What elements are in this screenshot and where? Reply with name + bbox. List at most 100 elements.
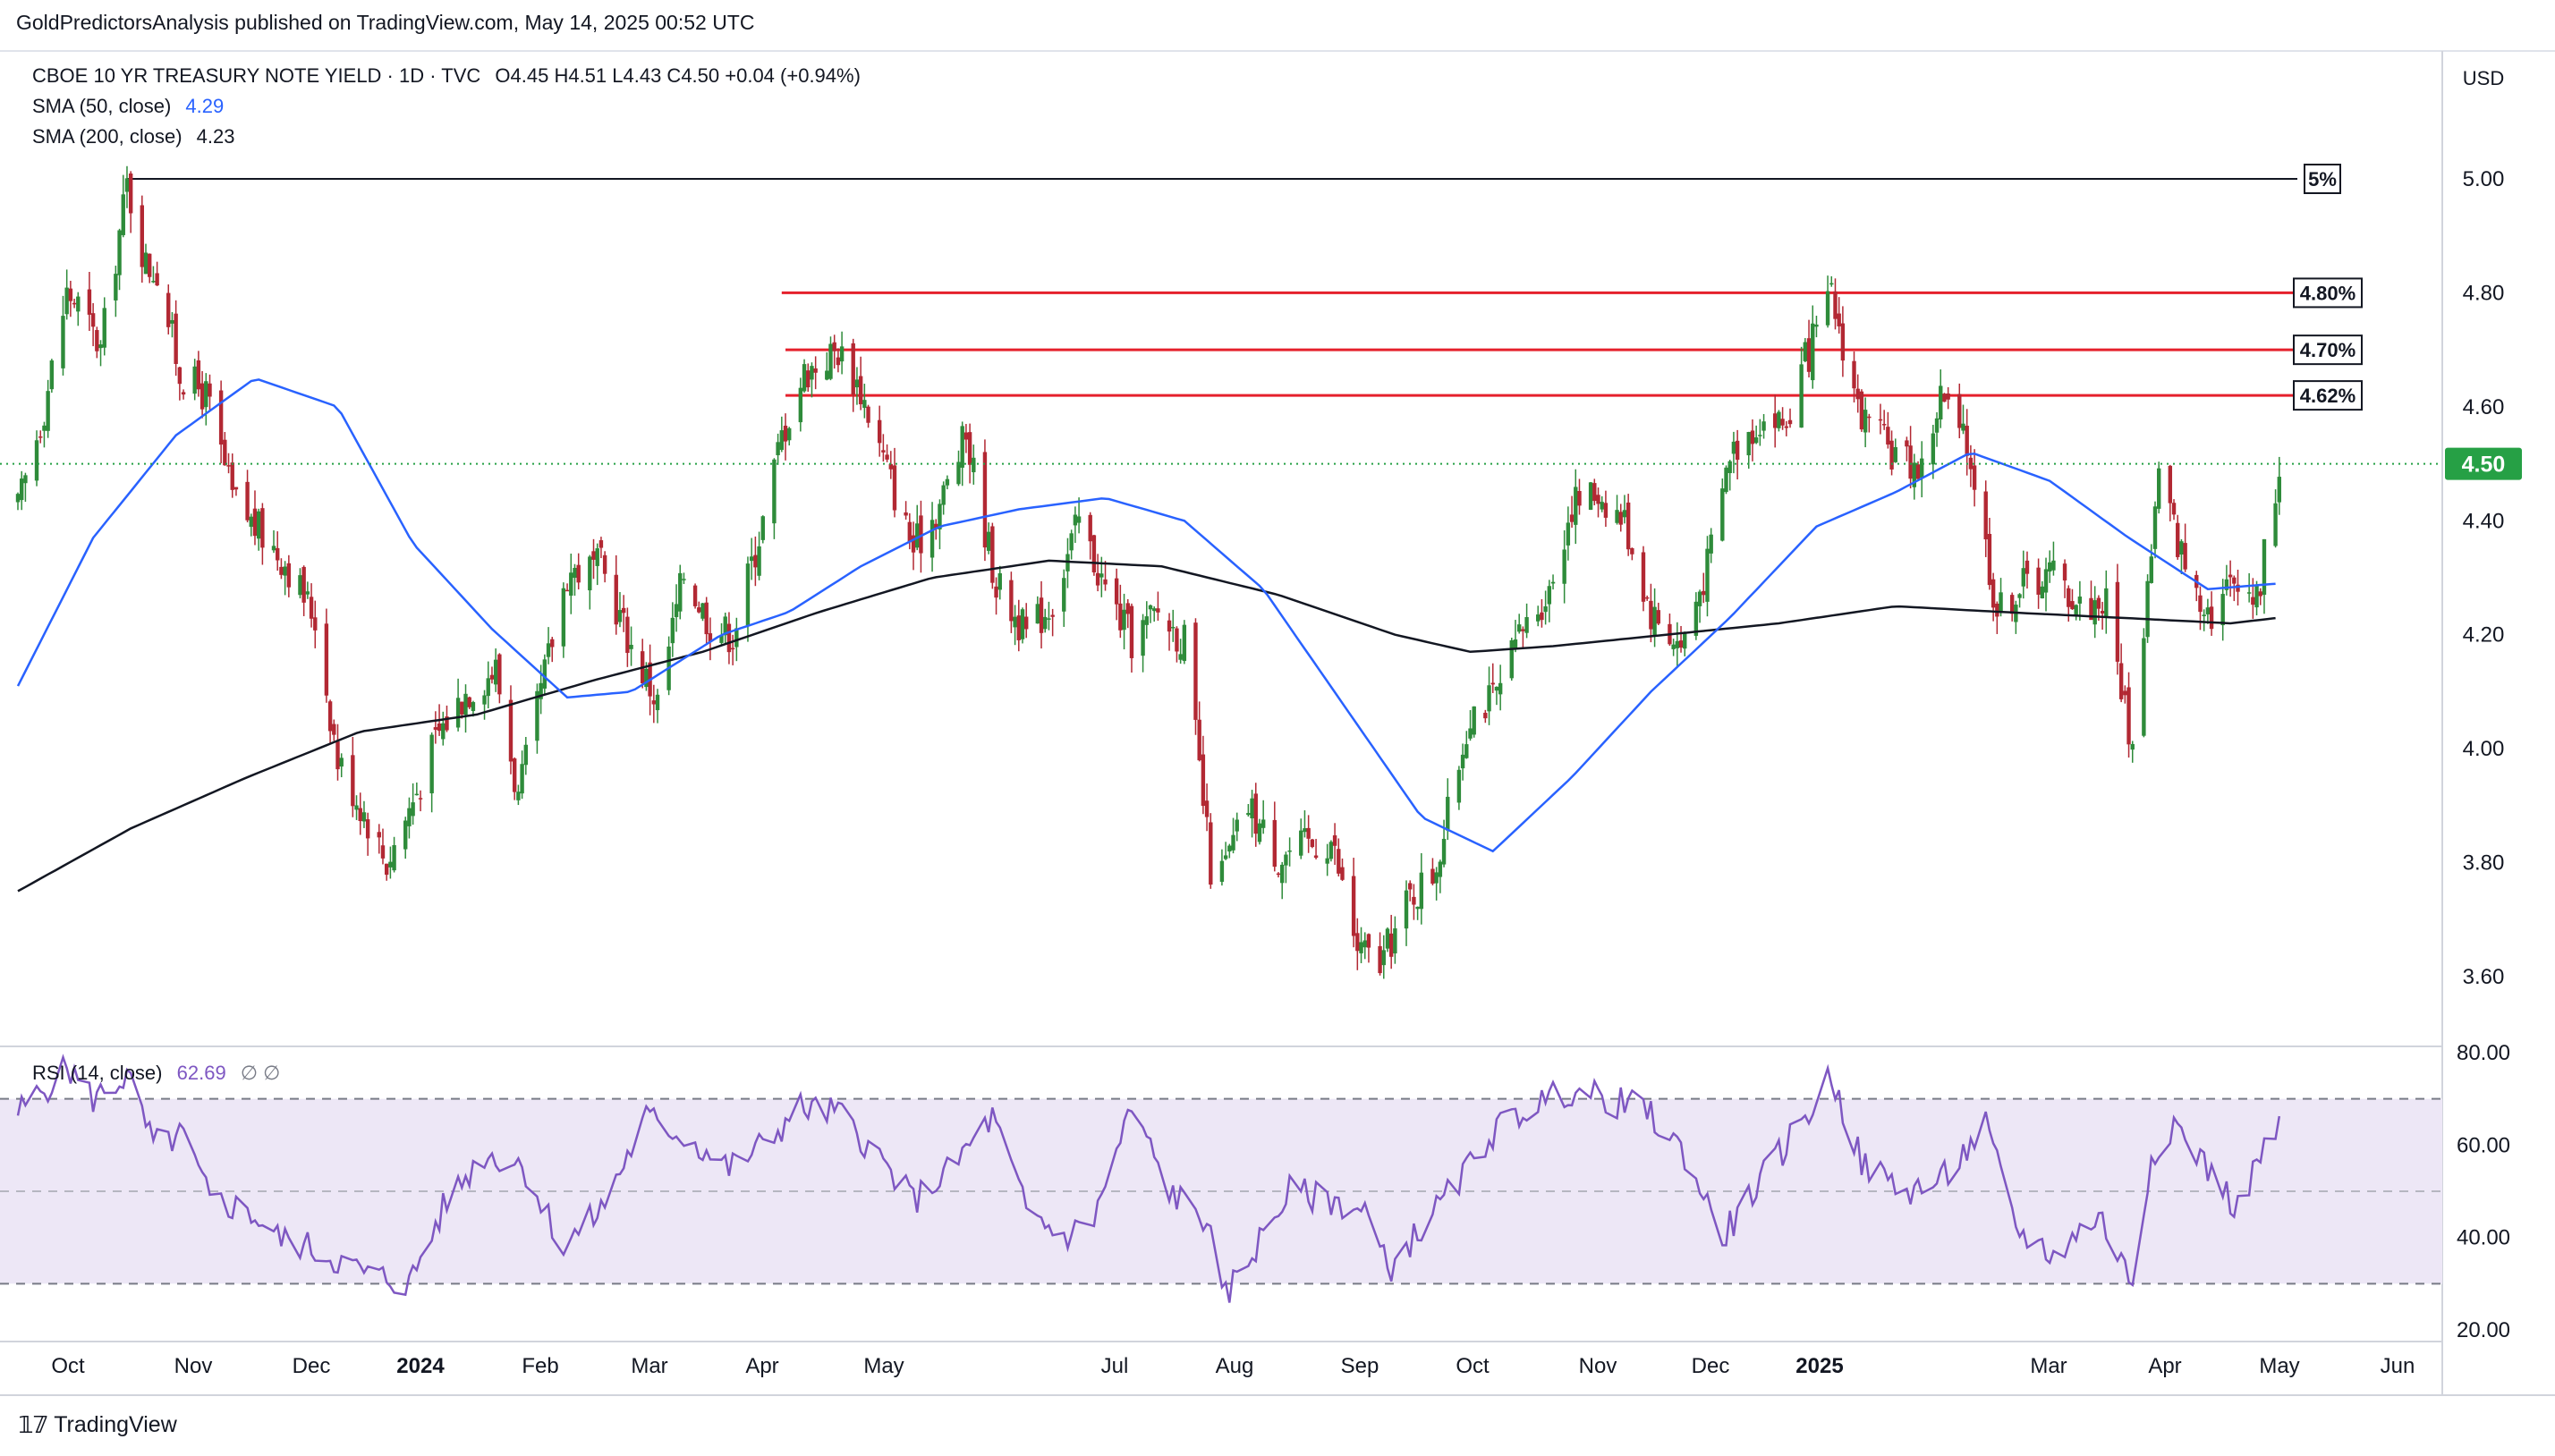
rsi-tick-label: 20.00 — [2457, 1318, 2510, 1342]
candle-body — [986, 531, 991, 551]
price-axis[interactable]: 5.00 4.80 4.60 4.40 4.20 4.00 3.80 3.60 4.50 — [2445, 167, 2522, 989]
candle-body — [1942, 394, 1947, 402]
candle-body — [256, 511, 261, 539]
candle-body — [301, 566, 306, 603]
candle-body — [38, 436, 43, 438]
time-axis[interactable]: Oct Nov Dec 2024 Feb Mar Apr May Jul Aug Sep Oct Nov… — [51, 1354, 2415, 1378]
candle-body — [523, 744, 529, 766]
candle-body — [1863, 410, 1868, 433]
candle-body — [692, 585, 698, 606]
candle-body — [1697, 591, 1702, 606]
candle-body — [208, 383, 212, 397]
candle-body — [226, 465, 231, 467]
candle-body — [1167, 620, 1172, 632]
legend-symbol-row: CBOE 10 YR TREASURY NOTE YIELD · 1D · TV… — [32, 61, 861, 91]
candle-body — [2142, 638, 2146, 736]
time-tick-label: Apr — [745, 1354, 778, 1378]
legend-sma200-label: SMA (200, close) — [32, 125, 182, 148]
candle-body — [1062, 578, 1066, 612]
candle-body — [1332, 835, 1337, 846]
candle-body — [2100, 611, 2105, 614]
candle-body — [779, 430, 785, 451]
candle-body — [1630, 547, 1634, 554]
candle-body — [1193, 622, 1198, 720]
candle-body — [151, 281, 156, 283]
candle-body — [1388, 933, 1394, 957]
candle-body — [1753, 437, 1759, 444]
candle-body — [1889, 440, 1894, 470]
candle-body — [388, 861, 393, 868]
candle-body — [1806, 338, 1812, 372]
candle-body — [170, 319, 174, 324]
legend-symbol[interactable]: CBOE 10 YR TREASURY NOTE YIELD · 1D · TV… — [32, 64, 481, 87]
tradingview-logo[interactable]: 𝟙𝟟 TradingView — [18, 1411, 177, 1439]
candle-body — [1091, 535, 1097, 573]
rsi-legend[interactable]: RSI (14, close) 62.69 ∅ ∅ — [32, 1062, 280, 1085]
candle-body — [1893, 446, 1897, 462]
candle-body — [941, 485, 946, 505]
candle-body — [1328, 842, 1334, 859]
legend-sma200-row[interactable]: SMA (200, close) 4.23 — [32, 122, 861, 152]
candle-body — [23, 475, 28, 484]
candle-body — [1125, 603, 1130, 614]
legend-sma50-row[interactable]: SMA (50, close) 4.29 — [32, 91, 861, 122]
candle-body — [1378, 945, 1382, 974]
candle-body — [1946, 394, 1950, 400]
candle-body — [1987, 533, 1992, 586]
candle-body — [324, 623, 329, 696]
candle-body — [1415, 906, 1420, 910]
candle-body — [2043, 569, 2049, 593]
level-label: 4.80% — [2300, 282, 2356, 304]
candle-body — [1675, 640, 1680, 648]
candle-body — [1381, 950, 1386, 966]
candle-body — [1468, 728, 1473, 739]
time-tick-label: Jul — [1101, 1354, 1129, 1378]
candle-body — [1362, 940, 1367, 948]
candle-body — [1656, 610, 1661, 624]
candle-body — [174, 313, 178, 364]
candle-body — [460, 701, 464, 715]
sma200-line — [17, 559, 2276, 893]
time-tick-label: Mar — [2030, 1354, 2067, 1378]
candle-body — [1671, 644, 1676, 649]
candle-body — [1171, 626, 1176, 629]
rsi-axis[interactable]: 80.00 60.00 40.00 20.00 — [2457, 1041, 2510, 1342]
candle-body — [463, 693, 468, 715]
candle-body — [377, 832, 381, 838]
candle-body — [1702, 590, 1706, 596]
candle-body — [625, 616, 630, 654]
candle-body — [2228, 574, 2233, 578]
candle-body — [148, 253, 152, 277]
candle-body — [994, 586, 998, 598]
candle-body — [1250, 798, 1254, 819]
candle-body — [2145, 580, 2150, 638]
candle-body — [749, 556, 754, 562]
candle-body — [1129, 605, 1134, 658]
candle-body — [230, 462, 234, 490]
candle-body — [2092, 600, 2097, 625]
candle-body — [177, 367, 182, 385]
candle-body — [286, 563, 292, 588]
candle-body — [1197, 719, 1201, 761]
candle-body — [614, 574, 618, 625]
price-tick-label: 4.60 — [2463, 395, 2505, 419]
candle-body — [708, 633, 713, 643]
candle-body — [361, 812, 367, 822]
candle-body — [1859, 391, 1864, 430]
price-tick-label: 4.00 — [2463, 737, 2505, 761]
candle-body — [441, 723, 446, 740]
candle-body — [1076, 516, 1082, 523]
candle-body — [697, 607, 701, 613]
level-label: 4.62% — [2300, 385, 2356, 407]
candle-body — [1540, 612, 1544, 621]
candle-body — [181, 392, 186, 395]
candle-body — [772, 459, 777, 524]
candle-body — [1419, 872, 1424, 910]
candle-body — [414, 793, 420, 796]
candle-body — [1588, 482, 1593, 510]
candle-body — [682, 579, 686, 580]
candle-body — [1047, 618, 1051, 620]
candle-body — [98, 344, 103, 349]
candle-body — [591, 551, 596, 560]
